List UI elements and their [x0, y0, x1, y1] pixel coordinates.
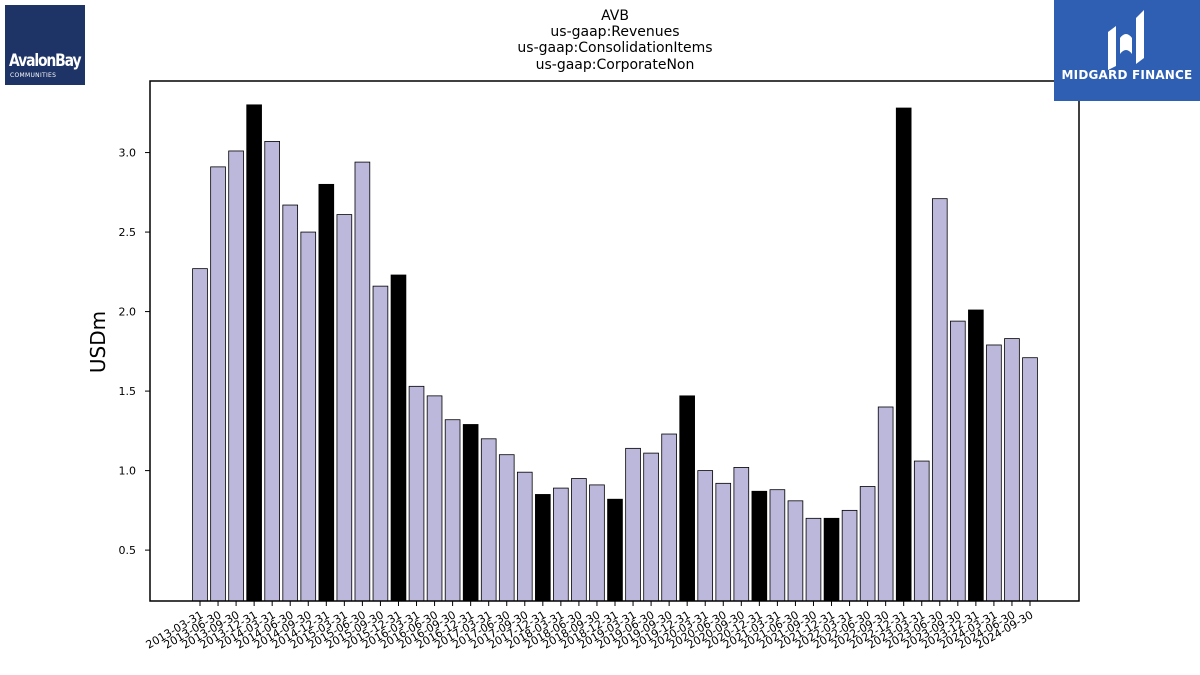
bar-2018-09-30	[589, 484, 605, 602]
bar-2019-03-31	[625, 447, 641, 602]
bar-2013-12-31	[246, 104, 262, 602]
title-line-4: us-gaap:CorporateNon	[536, 57, 695, 73]
bar-2022-12-31	[895, 107, 912, 602]
y-tick-label: 2.0	[119, 306, 137, 319]
bar-2024-03-31	[986, 344, 1002, 602]
midgard-logo-icon	[1108, 10, 1144, 70]
bar-2022-03-31	[841, 509, 858, 602]
avalonbay-logo-text: AvalonBay	[9, 51, 82, 71]
y-axis-label: USDm	[86, 311, 110, 373]
bar-2021-12-31	[823, 517, 840, 602]
bar-2019-09-30	[661, 433, 677, 602]
plot-frame	[149, 80, 1080, 602]
bar-2021-06-30	[787, 500, 804, 602]
bar-2023-03-31	[913, 460, 930, 602]
y-tick-label: 3.0	[119, 147, 137, 160]
bar-2015-09-30	[372, 285, 389, 602]
bar-2019-12-31	[679, 395, 695, 602]
y-tick-label: 2.5	[119, 226, 137, 239]
y-tick-label: 1.0	[119, 465, 137, 478]
bar-2023-09-30	[950, 320, 966, 602]
bars	[192, 104, 1038, 602]
bar-2020-06-30	[715, 482, 732, 602]
bar-2020-03-31	[697, 470, 714, 602]
bar-2018-03-31	[553, 487, 569, 602]
y-tick-label: 0.5	[119, 544, 137, 557]
bar-2014-09-30	[300, 231, 317, 602]
midgard-logo: MIDGARD FINANCE	[1054, 0, 1200, 101]
avalonbay-logo: AvalonBay COMMUNITIES	[5, 5, 85, 85]
bar-2023-12-31	[968, 309, 984, 602]
bar-2016-12-31	[462, 424, 479, 602]
bar-2014-06-30	[282, 204, 299, 602]
bar-2018-12-31	[607, 498, 623, 602]
bar-2016-03-31	[408, 385, 425, 602]
bar-2024-06-30	[1004, 338, 1020, 602]
bar-2015-03-31	[336, 214, 353, 602]
bar-2019-06-30	[643, 452, 659, 602]
bar-2021-03-31	[769, 489, 786, 602]
bar-2013-06-30	[210, 166, 226, 602]
bar-2022-06-30	[859, 486, 876, 602]
bar-2020-09-30	[733, 467, 750, 602]
chart-title: AVB us-gaap:Revenues us-gaap:Consolidati…	[517, 8, 712, 73]
bar-2017-09-30	[516, 471, 533, 602]
bar-2015-06-30	[354, 161, 371, 602]
bar-2017-03-31	[480, 438, 497, 602]
bar-2013-09-30	[228, 150, 244, 602]
bar-2016-06-30	[426, 395, 443, 602]
title-line-3: us-gaap:ConsolidationItems	[517, 40, 712, 56]
bar-2015-12-31	[390, 274, 407, 602]
bar-2022-09-30	[877, 406, 894, 602]
bar-2013-03-31	[192, 268, 208, 602]
title-line-1: AVB	[601, 8, 629, 24]
bar-2014-12-31	[318, 183, 335, 602]
bar-2023-06-30	[931, 198, 948, 602]
x-axis-ticks: 2013-03-312013-06-302013-09-302013-12-31…	[144, 601, 1036, 652]
bar-2017-06-30	[498, 454, 515, 602]
y-tick-label: 1.5	[119, 385, 137, 398]
bar-2016-09-30	[444, 419, 461, 602]
bar-2018-06-30	[571, 478, 587, 602]
y-axis-ticks: 0.5 1.0 1.5 2.0 2.5 3.0	[119, 147, 150, 557]
midgard-logo-text: MIDGARD FINANCE	[1061, 68, 1193, 82]
bar-2024-09-30	[1022, 357, 1038, 602]
bar-2020-12-31	[751, 490, 768, 602]
bar-2014-03-31	[264, 141, 280, 602]
bar-2017-12-31	[535, 494, 551, 602]
avalonbay-logo-subtext: COMMUNITIES	[10, 72, 57, 79]
title-line-2: us-gaap:Revenues	[550, 24, 679, 40]
bar-2021-09-30	[805, 517, 822, 602]
